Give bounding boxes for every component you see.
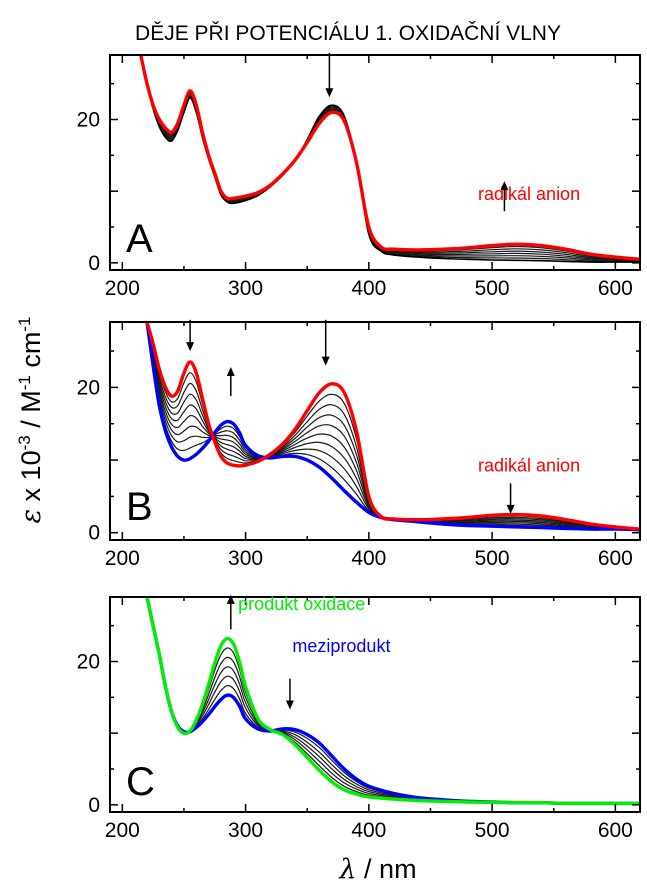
annotation-label: produkt oxidace bbox=[238, 594, 365, 614]
x-tick-label: 500 bbox=[475, 277, 510, 300]
y-axis-exponent: -1 bbox=[15, 317, 34, 332]
intermediate-trace bbox=[141, 55, 640, 261]
x-axis-label-part: / nm bbox=[357, 854, 417, 884]
series-start-trace bbox=[147, 597, 640, 803]
arrow-up-icon bbox=[227, 367, 235, 396]
curves bbox=[147, 597, 640, 803]
y-tick-label: 20 bbox=[77, 651, 100, 674]
y-axis-symbol: ε bbox=[16, 509, 47, 524]
x-tick-label: 300 bbox=[228, 547, 263, 570]
x-axis-label: λ / nm bbox=[338, 854, 416, 885]
x-tick-label: 500 bbox=[475, 547, 510, 570]
x-tick-label: 400 bbox=[351, 277, 386, 300]
figure-title: DĚJE PŘI POTENCIÁLU 1. OXIDAČNÍ VLNY bbox=[135, 22, 561, 45]
x-tick-label: 400 bbox=[351, 819, 386, 842]
arrow-down-icon bbox=[325, 53, 333, 97]
x-tick-label: 200 bbox=[105, 277, 140, 300]
panel-label: B bbox=[126, 485, 153, 529]
arrow-down-icon bbox=[322, 320, 330, 366]
intermediate-trace bbox=[141, 55, 640, 262]
y-tick-label: 0 bbox=[88, 794, 100, 817]
series-start-trace bbox=[141, 55, 640, 262]
arrow-down-icon bbox=[507, 483, 515, 514]
panel-label: A bbox=[126, 217, 153, 261]
x-tick-label: 200 bbox=[105, 819, 140, 842]
y-tick-label: 0 bbox=[88, 252, 100, 275]
x-tick-label: 400 bbox=[351, 547, 386, 570]
y-axis-exponent: -3 bbox=[15, 435, 34, 450]
annotation-label: meziprodukt bbox=[292, 636, 390, 656]
arrow-down-icon bbox=[186, 320, 194, 351]
y-tick-label: 20 bbox=[77, 109, 100, 132]
intermediate-trace bbox=[141, 55, 640, 260]
x-tick-label: 300 bbox=[228, 277, 263, 300]
plot-frame bbox=[110, 322, 640, 540]
y-axis-exponent: -1 bbox=[15, 375, 34, 390]
x-tick-label: 600 bbox=[598, 547, 633, 570]
curves bbox=[141, 55, 640, 262]
arrow-up-icon bbox=[227, 595, 235, 629]
y-axis-label-part: / M bbox=[16, 390, 46, 435]
plot-frame bbox=[110, 597, 640, 812]
series-start-trace bbox=[147, 322, 640, 530]
x-tick-label: 600 bbox=[598, 819, 633, 842]
plot-frame bbox=[110, 55, 640, 270]
y-axis-label-part: x 10 bbox=[16, 450, 46, 509]
y-axis-label: ε x 10-3 / M-1 cm-1 bbox=[15, 317, 47, 524]
annotation-label: radikál anion bbox=[478, 456, 580, 476]
x-tick-label: 200 bbox=[105, 547, 140, 570]
x-tick-label: 600 bbox=[598, 277, 633, 300]
y-tick-label: 0 bbox=[88, 522, 100, 545]
curves bbox=[147, 322, 640, 530]
y-axis-label-part: cm bbox=[16, 332, 46, 376]
series-end-trace bbox=[141, 55, 640, 259]
annotation-label: radikál anion bbox=[478, 184, 580, 204]
x-axis-symbol: λ bbox=[338, 854, 356, 885]
x-tick-label: 500 bbox=[475, 819, 510, 842]
panel-label: C bbox=[126, 760, 155, 804]
intermediate-trace bbox=[141, 55, 640, 261]
intermediate-trace bbox=[141, 55, 640, 260]
x-tick-label: 300 bbox=[228, 819, 263, 842]
y-tick-label: 20 bbox=[77, 376, 100, 399]
intermediate-trace bbox=[141, 55, 640, 261]
arrow-down-icon bbox=[286, 679, 294, 710]
